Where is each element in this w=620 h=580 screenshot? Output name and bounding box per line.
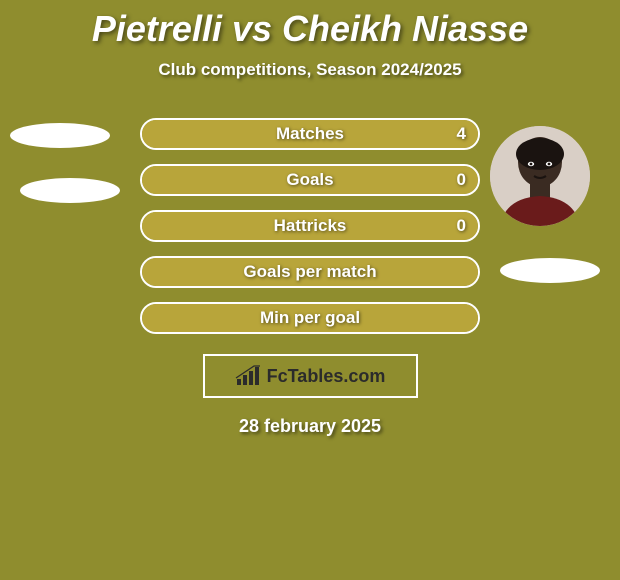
- footer-date: 28 february 2025: [239, 416, 381, 437]
- stat-value-right: 0: [457, 170, 466, 190]
- avatar-icon: [490, 126, 590, 226]
- branding-text: FcTables.com: [267, 366, 386, 387]
- stat-row-goals-per-match: Goals per match: [140, 256, 480, 288]
- player-left-badge-2: [20, 178, 120, 203]
- stat-row-hattricks: Hattricks 0: [140, 210, 480, 242]
- stat-label: Goals per match: [243, 262, 376, 282]
- stat-row-matches: Matches 4: [140, 118, 480, 150]
- content-root: Pietrelli vs Cheikh Niasse Club competit…: [0, 0, 620, 580]
- player-right-badge: [500, 258, 600, 283]
- stat-label: Goals: [286, 170, 333, 190]
- player-left-badge-1: [10, 123, 110, 148]
- stat-row-goals: Goals 0: [140, 164, 480, 196]
- stat-row-min-per-goal: Min per goal: [140, 302, 480, 334]
- stats-container: Matches 4 Goals 0 Hattricks 0 Goals per …: [140, 118, 480, 334]
- stat-value-right: 0: [457, 216, 466, 236]
- page-subtitle: Club competitions, Season 2024/2025: [158, 60, 461, 80]
- bar-chart-icon: [235, 365, 261, 387]
- stat-value-right: 4: [457, 124, 466, 144]
- stat-label: Hattricks: [274, 216, 347, 236]
- branding-box: FcTables.com: [203, 354, 418, 398]
- player-right-photo: [490, 126, 590, 226]
- stat-label: Min per goal: [260, 308, 360, 328]
- page-title: Pietrelli vs Cheikh Niasse: [92, 8, 528, 50]
- stat-label: Matches: [276, 124, 344, 144]
